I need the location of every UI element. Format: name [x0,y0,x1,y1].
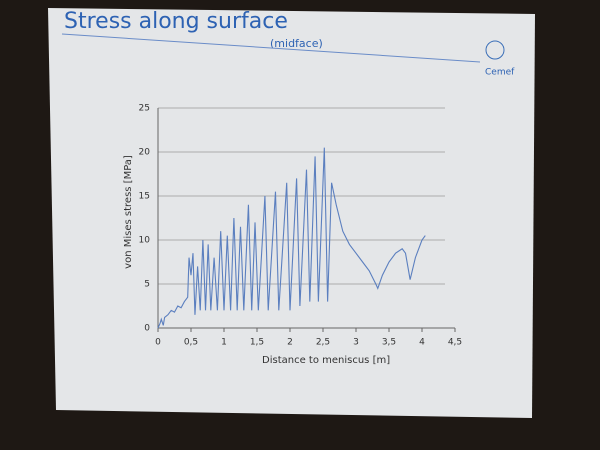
y-tick-label: 10 [139,236,151,246]
y-tick-label: 5 [144,280,150,290]
y-axis-label: von Mises stress [MPa] [123,155,134,269]
x-tick-label: 4 [419,338,425,348]
slide-subtitle: (midface) [270,37,323,50]
data-line [157,147,426,329]
x-tick-label: 1,5 [250,338,264,348]
y-tick-label: 15 [139,192,150,202]
y-tick-label: 0 [144,324,150,334]
title-rule [61,33,481,63]
x-tick-label: 2 [287,338,293,348]
y-tick-label: 25 [139,104,150,114]
slide [48,8,535,418]
slide-title: Stress along surface [64,9,288,34]
x-tick-label: 4,5 [448,338,462,348]
x-axis-label: Distance to meniscus [m] [262,355,390,366]
y-tick-label: 20 [139,148,151,158]
x-tick-label: 2,5 [316,338,330,348]
logo-icon [485,40,505,60]
x-tick-label: 3 [353,338,359,348]
x-tick-label: 1 [221,338,227,348]
logo: Cemef [485,68,515,78]
x-tick-label: 3,5 [382,338,396,348]
x-tick-label: 0,5 [184,338,198,348]
x-tick-label: 0 [155,338,161,348]
